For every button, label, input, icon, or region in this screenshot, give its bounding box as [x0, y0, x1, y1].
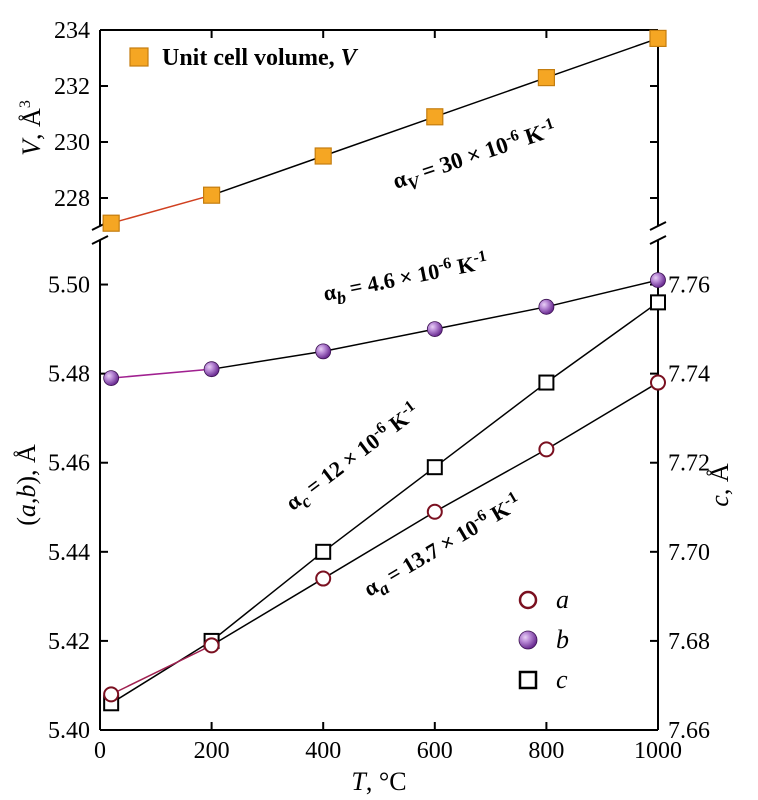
svg-text:5.44: 5.44	[48, 540, 90, 566]
svg-text:5.40: 5.40	[48, 718, 90, 744]
svg-text:0: 0	[94, 738, 106, 764]
svg-text:7.66: 7.66	[668, 718, 710, 744]
svg-text:5.46: 5.46	[48, 451, 90, 477]
svg-text:(a,b), Å: (a,b), Å	[12, 444, 41, 526]
svg-text:7.68: 7.68	[668, 629, 710, 655]
svg-text:5.48: 5.48	[48, 362, 90, 388]
svg-text:234: 234	[54, 18, 90, 44]
svg-text:7.76: 7.76	[668, 273, 710, 299]
svg-text:5.50: 5.50	[48, 273, 90, 299]
svg-text:a: a	[556, 585, 569, 614]
thermal-expansion-chart: 02004006008001000T, °C228230232234V, Å35…	[0, 0, 758, 800]
svg-text:400: 400	[305, 738, 341, 764]
svg-text:7.70: 7.70	[668, 540, 710, 566]
svg-text:Unit cell volume, V: Unit cell volume, V	[162, 45, 359, 71]
svg-text:200: 200	[194, 738, 230, 764]
svg-text:7.74: 7.74	[668, 362, 710, 388]
svg-text:7.72: 7.72	[668, 451, 710, 477]
svg-text:V, Å3: V, Å3	[17, 100, 46, 156]
svg-text:αV = 30 × 10-6 K-1: αV = 30 × 10-6 K-1	[389, 115, 560, 198]
svg-text:c: c	[556, 665, 568, 694]
svg-text:T, °C: T, °C	[351, 767, 406, 796]
chart-svg: 02004006008001000T, °C228230232234V, Å35…	[0, 0, 758, 800]
svg-text:5.42: 5.42	[48, 629, 90, 655]
svg-text:800: 800	[528, 738, 564, 764]
svg-text:600: 600	[417, 738, 453, 764]
svg-text:228: 228	[54, 186, 90, 212]
svg-text:αb = 4.6 × 10-6 K-1: αb = 4.6 × 10-6 K-1	[321, 248, 491, 311]
svg-text:c, Å: c, Å	[705, 463, 734, 507]
svg-text:b: b	[556, 625, 569, 654]
svg-text:230: 230	[54, 130, 90, 156]
svg-text:αc = 12 × 10-6 K-1: αc = 12 × 10-6 K-1	[280, 397, 427, 519]
svg-text:232: 232	[54, 74, 90, 100]
